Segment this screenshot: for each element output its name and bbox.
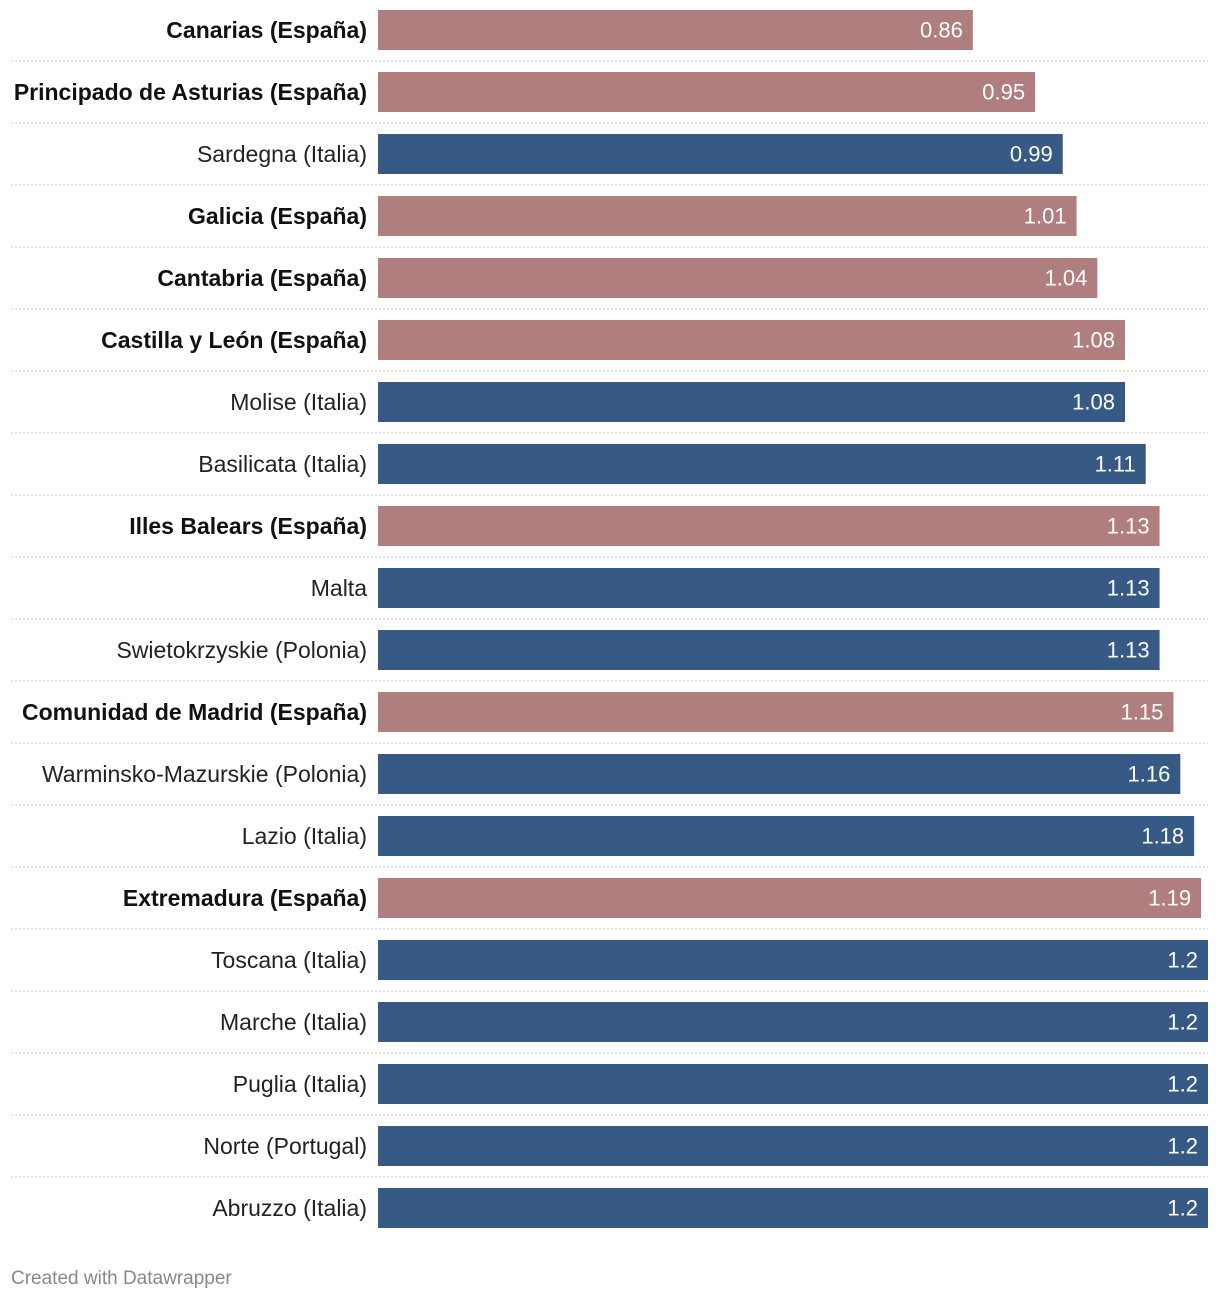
row-label: Malta [311,575,367,601]
value-label: 1.01 [1024,204,1067,229]
row-label: Molise (Italia) [230,389,367,415]
value-label: 1.08 [1072,328,1115,353]
bar [378,258,1098,298]
bar [378,692,1174,732]
bar [378,196,1077,236]
bar [378,72,1036,112]
value-label: 1.19 [1148,886,1191,911]
value-label: 1.2 [1167,1134,1198,1159]
row-label: Cantabria (España) [157,265,367,291]
value-label: 1.2 [1167,1072,1198,1097]
bar [378,444,1146,484]
value-label: 1.13 [1107,576,1150,601]
bar [378,878,1202,918]
row-label: Warminsko-Mazurskie (Polonia) [42,761,367,787]
value-label: 0.86 [920,18,963,43]
row-label: Galicia (España) [188,203,367,229]
value-label: 1.04 [1045,266,1088,291]
bar [378,506,1160,546]
row-label: Extremadura (España) [123,885,367,911]
row-label: Illes Balears (España) [129,513,367,539]
credit-text: Created with Datawrapper [11,1268,232,1289]
bar [378,1064,1208,1104]
value-label: 0.95 [982,80,1025,105]
row-label: Lazio (Italia) [242,823,367,849]
bar-chart: Canarias (España) 0.86 Principado de Astur… [11,10,1208,1228]
bar [378,1126,1208,1166]
bar [378,320,1125,360]
value-label: 1.13 [1107,514,1150,539]
row-label: Norte (Portugal) [203,1133,367,1159]
value-label: 1.2 [1167,1196,1198,1221]
row-label: Comunidad de Madrid (España) [22,699,367,725]
bar [378,816,1195,856]
row-label: Sardegna (Italia) [197,141,367,167]
bar [378,134,1063,174]
value-label: 1.13 [1107,638,1150,663]
value-label: 1.16 [1128,762,1171,787]
row-label: Marche (Italia) [220,1009,367,1035]
value-label: 1.11 [1095,452,1136,477]
value-label: 1.2 [1167,948,1198,973]
value-label: 1.08 [1072,390,1115,415]
value-label: 0.99 [1010,142,1053,167]
value-label: 1.18 [1141,824,1184,849]
value-label: 1.2 [1167,1010,1198,1035]
bar [378,630,1160,670]
bar [378,10,973,50]
bar [378,382,1125,422]
bar [378,568,1160,608]
value-label: 1.15 [1121,700,1164,725]
row-label: Basilicata (Italia) [198,451,367,477]
bar [378,940,1208,980]
bar [378,1188,1208,1228]
row-label: Puglia (Italia) [233,1071,367,1097]
bar [378,1002,1208,1042]
bar [378,754,1181,794]
row-label: Canarias (España) [166,17,367,43]
row-label: Abruzzo (Italia) [212,1195,367,1221]
row-label: Principado de Asturias (España) [14,79,367,105]
row-label: Toscana (Italia) [211,947,367,973]
row-label: Castilla y León (España) [101,327,367,353]
row-label: Swietokrzyskie (Polonia) [116,637,367,663]
